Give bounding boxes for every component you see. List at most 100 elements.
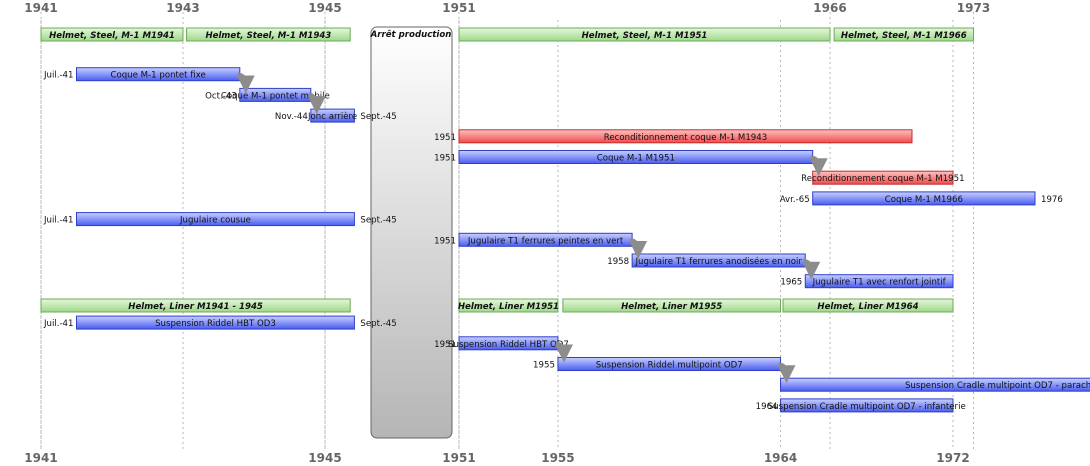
bar-label: Coque M-1 M1966 <box>885 195 963 205</box>
header-label: Helmet, Steel, M-1 M1966 <box>841 31 967 41</box>
header-label: Helmet, Liner M1941 - 1945 <box>128 302 263 312</box>
bar-label: Suspension Cradle multipoint OD7 - infan… <box>768 402 966 412</box>
bar-rect <box>812 191 1036 206</box>
top-axis-tick-1945: 1945 <box>308 1 341 15</box>
bar-start-label: 1951 <box>434 340 456 350</box>
model-headers: Helmet, Steel, M-1 M1941 Helmet, Steel, M… <box>40 27 974 313</box>
top-axis-tick-1966: 1966 <box>813 1 846 15</box>
bar-rect <box>812 170 954 185</box>
bar-start-label: Avr.-65 <box>780 195 810 205</box>
bar-rect <box>76 315 355 330</box>
arrow-coque-m-1-pontet-mobile <box>307 93 326 115</box>
arrow-suspension-riddel-hbt-od7 <box>554 341 573 363</box>
top-axis: 1941 1943 1945 1951 1966 1973 <box>24 1 990 15</box>
bottom-axis-tick-1941: 1941 <box>24 451 57 465</box>
header-bar <box>782 298 954 313</box>
bar-rect <box>76 212 355 227</box>
bar-suspension-cradle-multipoint-od7-infanterie: Suspension Cradle multipoint OD7 - infan… <box>756 398 966 413</box>
bar-coque-m-1-pontet-fixe: Coque M-1 pontet fixe Juil.-41 <box>43 67 241 82</box>
bar-start-label: 1951 <box>434 154 456 164</box>
arrow-jugulaire-t1-ferrures-anodis-es-en-noir <box>802 259 821 280</box>
bar-suspension-riddel-multipoint-od7: Suspension Riddel multipoint OD7 1955 <box>533 357 782 371</box>
bar-rect <box>780 398 954 413</box>
top-axis-tick-1951: 1951 <box>442 1 475 15</box>
header-label: Helmet, Liner M1951 <box>458 302 559 312</box>
bar-label: Jugulaire T1 ferrures peintes en vert <box>467 236 624 246</box>
top-axis-tick-1941: 1941 <box>24 1 57 15</box>
header-helmet-steel-m-1-m1951: Helmet, Steel, M-1 M1951 <box>458 27 831 42</box>
bar-start-label: 1951 <box>434 133 456 143</box>
header-bar <box>458 27 831 42</box>
arrow-coque-m-1-pontet-fixe <box>236 72 255 94</box>
production-gap-panel <box>370 26 453 439</box>
header-helmet-liner-m1941-1945: Helmet, Liner M1941 - 1945 <box>40 298 351 313</box>
bar-start-label: Nov.-44 <box>275 112 308 122</box>
bar-start-label: Juil.-41 <box>43 216 74 226</box>
bottom-axis: 1941 1945 1951 1955 1964 1972 <box>24 451 969 465</box>
bar-start-label: 1951 <box>434 236 456 246</box>
header-label: Helmet, Liner M1964 <box>817 302 918 312</box>
header-helmet-liner-m1951: Helmet, Liner M1951 <box>458 298 559 313</box>
header-helmet-liner-m1955: Helmet, Liner M1955 <box>562 298 782 313</box>
bar-end-label: Sept.-45 <box>360 216 396 226</box>
bar-end-label: 1976 <box>1041 195 1063 205</box>
header-helmet-steel-m-1-m1941: Helmet, Steel, M-1 M1941 <box>40 27 184 42</box>
bar-label: Jugulaire T1 avec renfort jointif <box>812 278 947 288</box>
header-bar <box>833 27 974 42</box>
bar-rect <box>804 274 954 289</box>
header-label: Helmet, Steel, M-1 M1951 <box>582 31 708 41</box>
bar-label: Reconditionnement coque M-1 M1951 <box>801 174 964 184</box>
header-helmet-steel-m-1-m1943: Helmet, Steel, M-1 M1943 <box>186 27 351 42</box>
top-axis-tick-1973: 1973 <box>957 1 990 15</box>
bar-label: Coque M-1 pontet fixe <box>110 71 205 81</box>
bar-coque-m-1-m1966: Coque M-1 M1966 Avr.-65 1976 <box>780 191 1063 206</box>
arrow-suspension-riddel-multipoint-od7 <box>777 362 796 384</box>
bar-label: Coque M-1 pontet mobile <box>221 91 330 101</box>
header-label: Helmet, Steel, M-1 M1943 <box>205 31 331 41</box>
bar-start-label: 1964 <box>756 402 778 412</box>
succession-arrows <box>236 72 828 384</box>
header-bar <box>562 298 782 313</box>
bar-suspension-riddel-hbt-od3: Suspension Riddel HBT OD3 Juil.-41 Sept.-4… <box>43 315 397 330</box>
bar-label: Suspension Riddel HBT OD3 <box>155 319 276 329</box>
bottom-axis-tick-1951: 1951 <box>442 451 475 465</box>
bar-rect <box>780 377 1090 392</box>
bar-label: Jugulaire T1 ferrures anodisées en noir <box>634 256 802 267</box>
bottom-axis-tick-1972: 1972 <box>936 451 969 465</box>
bar-coque-m-1-m1951: Coque M-1 M1951 1951 <box>434 150 814 164</box>
bar-end-label: Sept.-45 <box>360 319 396 329</box>
arrow-coque-m-1-m1951 <box>809 155 828 177</box>
header-bar <box>458 298 559 313</box>
header-helmet-liner-m1964: Helmet, Liner M1964 <box>782 298 954 313</box>
bar-jugulaire-t1-ferrures-peintes-en-vert: Jugulaire T1 ferrures peintes en vert 195… <box>434 232 633 247</box>
header-bar <box>40 298 351 313</box>
bar-label: Coque M-1 M1951 <box>597 154 675 164</box>
bar-jugulaire-cousue: Jugulaire cousue Juil.-41 Sept.-45 <box>43 212 397 227</box>
arrow-jugulaire-t1-ferrures-peintes-en-vert <box>629 238 648 259</box>
bar-start-label: Oct.-43 <box>205 91 237 101</box>
header-label: Helmet, Liner M1955 <box>621 302 722 312</box>
header-bar <box>40 27 184 42</box>
production-gap-label: Arrêt production <box>370 29 452 40</box>
bar-label: Suspension Riddel HBT OD7 <box>448 340 569 350</box>
bar-reconditionnement-coque-m-1-m1951: Reconditionnement coque M-1 M1951 <box>801 170 965 185</box>
bar-start-label: Juil.-41 <box>43 319 74 329</box>
bottom-axis-tick-1964: 1964 <box>764 451 797 465</box>
bar-start-label: 1955 <box>533 361 555 371</box>
header-bar <box>186 27 351 42</box>
bar-jugulaire-t1-ferrures-anodis-es-en-noir: Jugulaire T1 ferrures anodisées en noir 1… <box>607 253 806 268</box>
bar-reconditionnement-coque-m-1-m1943: Reconditionnement coque M-1 M1943 1951 <box>434 129 913 144</box>
bar-start-label: 1958 <box>607 257 629 267</box>
top-axis-tick-1943: 1943 <box>166 1 199 15</box>
header-label: Helmet, Steel, M-1 M1941 <box>49 31 175 41</box>
bar-label: Suspension Cradle multipoint OD7 - parac… <box>905 381 1090 391</box>
bar-start-label: Juil.-41 <box>43 71 74 81</box>
bar-end-label: Sept.-45 <box>360 112 396 122</box>
bar-rect <box>458 129 913 144</box>
bar-label: Jonc arrière <box>307 111 357 122</box>
bottom-axis-tick-1945: 1945 <box>308 451 341 465</box>
bar-suspension-cradle-multipoint-od7-parachutiste: Suspension Cradle multipoint OD7 - parac… <box>780 377 1090 392</box>
